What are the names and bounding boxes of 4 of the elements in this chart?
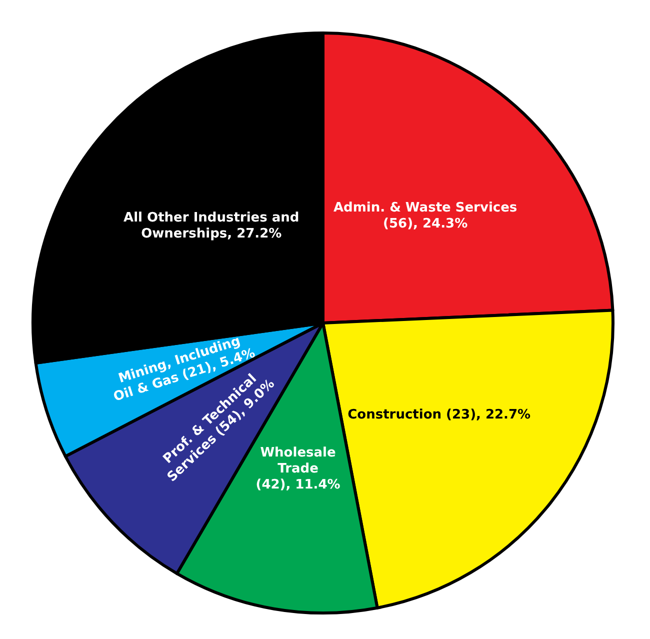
slice-label: Construction (23), 22.7% <box>348 407 531 422</box>
slice-label: Admin. & Waste Services (56), 24.3% <box>333 200 518 232</box>
slice-label: All Other Industries and Ownerships, 27.2% <box>124 210 300 242</box>
slice-label: Wholesale Trade (42), 11.4% <box>256 445 340 492</box>
